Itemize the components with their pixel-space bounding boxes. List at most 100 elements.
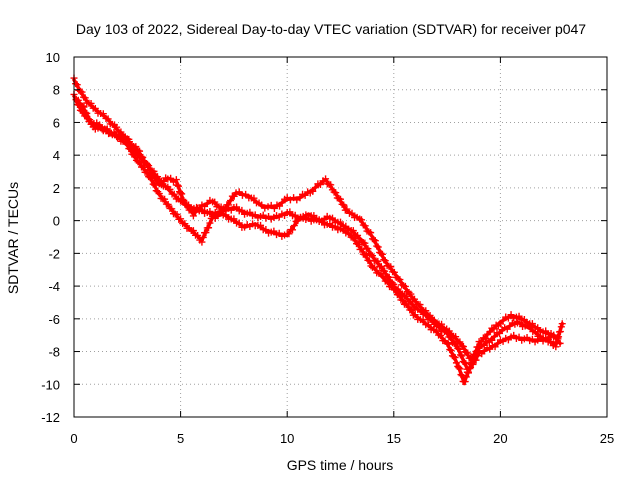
data-point [526, 323, 534, 331]
data-point [556, 328, 564, 336]
data-point [183, 201, 191, 209]
data-point [486, 328, 494, 336]
plot-frame [73, 56, 608, 418]
data-point [416, 306, 424, 314]
data-point [337, 195, 344, 203]
data-point [558, 320, 566, 328]
data-point [202, 229, 210, 237]
data-point [456, 338, 464, 346]
data-point [110, 129, 118, 137]
data-point [461, 378, 469, 386]
data-point [455, 364, 463, 372]
series-track-b [70, 90, 566, 362]
data-point [451, 354, 459, 362]
data-point [550, 331, 558, 339]
data-point [368, 252, 376, 260]
data-point [115, 133, 123, 141]
data-point [411, 295, 419, 303]
y-tick-label: 8 [53, 83, 60, 98]
data-point [342, 222, 350, 230]
data-point [166, 185, 174, 193]
data-point [230, 215, 238, 223]
data-point [199, 233, 207, 241]
data-point [371, 237, 379, 245]
data-point [173, 210, 181, 218]
data-point [316, 181, 324, 189]
data-point [189, 227, 197, 235]
data-point [117, 128, 125, 136]
data-point [447, 334, 455, 342]
data-point [131, 151, 139, 159]
data-point [126, 145, 134, 153]
data-point [407, 290, 415, 298]
data-point [311, 184, 319, 192]
data-point [235, 188, 243, 196]
data-point [354, 231, 362, 239]
y-tick-label: 10 [46, 50, 60, 65]
data-point [460, 359, 468, 367]
data-point [332, 189, 340, 197]
data-point [194, 231, 202, 239]
data-point [329, 214, 337, 222]
data-point [174, 182, 182, 190]
data-point [378, 250, 386, 258]
data-point [132, 143, 140, 151]
data-point [450, 353, 458, 361]
data-point [452, 340, 460, 348]
data-point [198, 238, 206, 246]
data-point [367, 229, 375, 237]
data-point [490, 325, 498, 333]
data-point [394, 285, 402, 293]
data-point [143, 169, 151, 177]
data-point [286, 208, 294, 216]
x-axis-label: GPS time / hours [287, 457, 394, 473]
series-line [74, 99, 556, 373]
data-point [396, 276, 404, 284]
x-tick-label: 0 [70, 431, 77, 446]
y-axis-label: SDTVAR / TECUs [5, 182, 21, 294]
data-point [139, 153, 147, 161]
data-point [322, 175, 330, 183]
ticks: 0 5 10 15 20 25 -12 -10 -8 -6 -4 -2 0 2 4 6 8 10 [41, 50, 614, 446]
data-point [452, 359, 460, 367]
data-point [87, 118, 95, 126]
data-point [289, 226, 297, 234]
data-point [507, 311, 515, 319]
data-point [83, 112, 91, 120]
data-point [261, 204, 269, 212]
data-point [168, 205, 176, 213]
data-point [81, 94, 89, 102]
chart-title: Day 103 of 2022, Sidereal Day-to-day VTE… [76, 21, 586, 37]
data-point [437, 332, 445, 340]
data-point [469, 360, 477, 368]
data-point [72, 80, 80, 88]
data-point [221, 205, 229, 213]
data-point [444, 340, 452, 348]
data-point [173, 181, 181, 189]
x-tick-label: 20 [493, 431, 507, 446]
data-point [144, 160, 152, 168]
data-point [222, 211, 230, 219]
data-point [374, 257, 382, 265]
data-point [102, 126, 110, 134]
data-point [343, 205, 351, 213]
data-point [79, 108, 87, 116]
data-point [113, 123, 121, 131]
data-point [443, 328, 451, 336]
data-point [170, 190, 178, 198]
data-point [452, 333, 460, 341]
data-point [341, 206, 349, 214]
data-point [73, 81, 81, 89]
y-tick-label: -10 [41, 377, 60, 392]
data-point [155, 190, 163, 198]
data-point [472, 356, 480, 364]
data-point [238, 206, 246, 214]
data-point [362, 251, 370, 259]
data-point [233, 203, 241, 211]
data-point [349, 227, 357, 235]
data-point [149, 180, 157, 188]
data-point [387, 263, 395, 271]
data-point [225, 201, 233, 209]
data-point [181, 220, 189, 228]
data-point [458, 372, 466, 380]
